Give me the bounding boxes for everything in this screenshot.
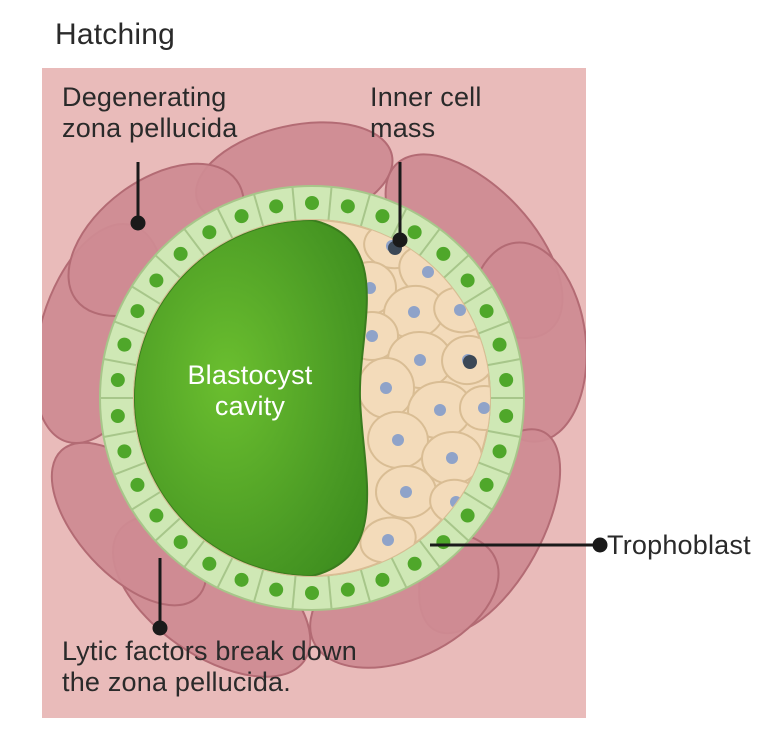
- title: Hatching: [55, 18, 175, 53]
- diagram-stage: Hatching Degenerating zona pellucida Inn…: [0, 0, 768, 746]
- caption: Lytic factors break down the zona pelluc…: [62, 636, 357, 698]
- label-zona: Degenerating zona pellucida: [62, 82, 237, 144]
- label-cavity: Blastocyst cavity: [170, 360, 330, 422]
- label-icm: Inner cell mass: [370, 82, 482, 144]
- label-trophoblast: Trophoblast: [607, 530, 751, 561]
